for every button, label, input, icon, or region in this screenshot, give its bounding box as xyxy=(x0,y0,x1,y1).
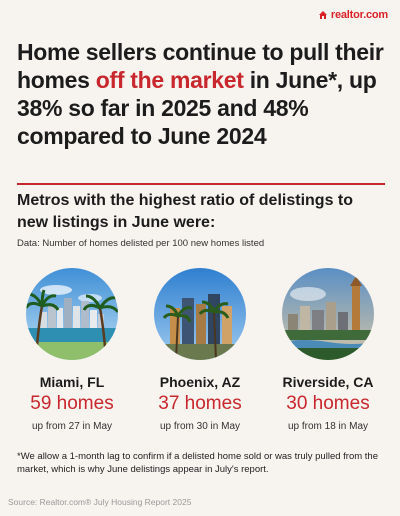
house-icon xyxy=(318,11,327,19)
metro-card-miami: Miami, FL 59 homes up from 27 in May xyxy=(8,268,136,432)
metro-previous-value: up from 30 in May xyxy=(159,421,241,432)
metro-card-riverside: Riverside, CA 30 homes up from 18 in May xyxy=(264,268,392,432)
metro-previous-value: up from 18 in May xyxy=(287,421,369,432)
subheading: Metros with the highest ratio of delisti… xyxy=(17,192,354,231)
divider-rule xyxy=(17,183,385,185)
phoenix-skyline-photo xyxy=(154,268,246,360)
metro-delisting-count: 30 homes xyxy=(286,393,370,414)
logo-text: realtor.com xyxy=(330,9,388,21)
headline-highlight: off the market xyxy=(95,67,244,93)
metro-card-phoenix: Phoenix, AZ 37 homes up from 30 in May xyxy=(136,268,264,432)
data-note: Data: Number of homes delisted per 100 n… xyxy=(17,238,265,249)
metro-previous-value: up from 27 in May xyxy=(31,421,113,432)
realtor-logo: realtor.com xyxy=(318,9,388,21)
footnote: *We allow a 1-month lag to confirm if a … xyxy=(17,451,378,475)
miami-skyline-photo xyxy=(26,268,118,360)
metro-city: Riverside, CA xyxy=(282,374,374,390)
source-credit: Source: Realtor.com® July Housing Report… xyxy=(8,497,192,507)
headline: Home sellers continue to pull their home… xyxy=(17,38,389,150)
metro-city: Phoenix, AZ xyxy=(159,374,241,390)
headline-part-2: in June*, up 38% so far in 2025 and 48% … xyxy=(17,67,377,149)
headline-part-1: Home sellers continue to pull their home… xyxy=(17,39,384,93)
metro-list: Miami, FL 59 homes up from 27 in May xyxy=(8,268,392,432)
riverside-skyline-photo xyxy=(282,268,374,360)
metro-delisting-count: 37 homes xyxy=(158,393,242,414)
metro-city: Miami, FL xyxy=(39,374,105,390)
metro-delisting-count: 59 homes xyxy=(30,393,114,414)
